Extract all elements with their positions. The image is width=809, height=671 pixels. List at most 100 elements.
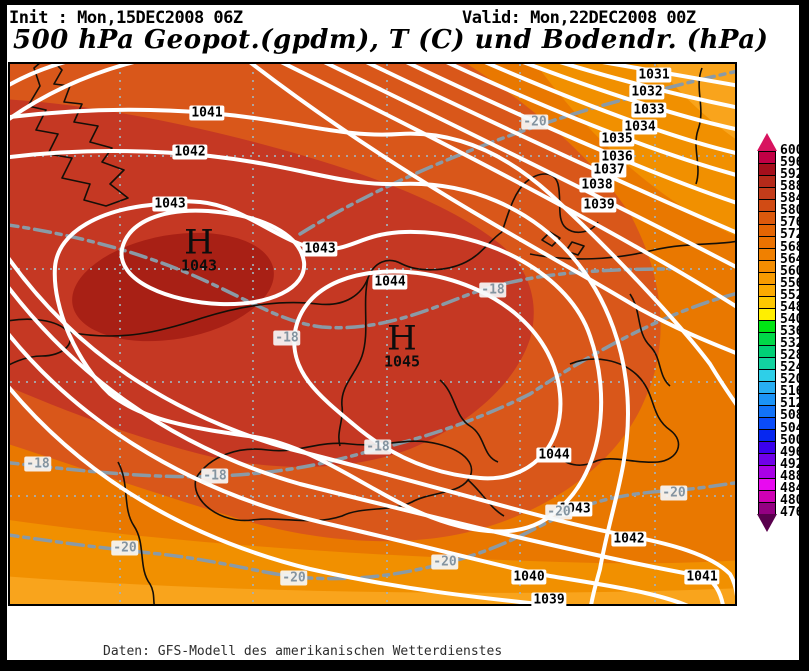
isobar-1038 xyxy=(323,64,735,269)
temperature-label: -20 xyxy=(660,485,688,501)
init-time-label: Init : Mon,15DEC2008 06Z xyxy=(9,8,243,28)
colorbar-tick-label: 508 xyxy=(780,408,804,424)
isobar-1039-nw-corner xyxy=(10,64,66,87)
pressure-label: 1043 xyxy=(302,241,338,257)
colorbar-cell xyxy=(759,454,775,467)
colorbar-cell xyxy=(759,236,775,249)
high-center-value: 1045 xyxy=(383,352,421,371)
isobar-1036 xyxy=(405,64,735,205)
temp-line-minus18-mid xyxy=(10,223,672,330)
colorbar-cell xyxy=(759,285,775,298)
pressure-label: 1044 xyxy=(536,447,572,463)
coast-jutland xyxy=(501,173,599,234)
colorbar-cell xyxy=(759,200,775,213)
isobar-1040-nw-corner xyxy=(10,64,135,121)
band-amber-bottom xyxy=(10,520,735,604)
colorbar-tick-label: 512 xyxy=(780,396,804,412)
colorbar-cell xyxy=(759,152,775,165)
colorbar-tick-label: 584 xyxy=(780,191,804,207)
temperature-label: -20 xyxy=(431,554,459,570)
colorbar-tick-label: 540 xyxy=(780,311,804,327)
map-panel: 1031 1032 1033 1034 1035 1036 1037 1038 1039 1041… xyxy=(8,62,737,608)
colorbar-tick-label: 572 xyxy=(780,227,804,243)
temperature-label: -18 xyxy=(24,456,52,472)
border-rhone xyxy=(117,461,155,604)
colorbar-tick-label: 556 xyxy=(780,275,804,291)
isobar-1040-south xyxy=(10,332,689,604)
border-rhine xyxy=(338,277,369,447)
border-east-2 xyxy=(629,293,671,387)
colorbar-tick-label: 548 xyxy=(780,299,804,315)
colorbar-tick-label: 516 xyxy=(780,384,804,400)
colorbar-tick-label: 568 xyxy=(780,239,804,255)
pressure-label: 1041 xyxy=(684,569,720,585)
high-center-letter: H xyxy=(184,222,214,263)
colorbar-cell xyxy=(759,381,775,394)
colorbar-tick-label: 564 xyxy=(780,251,804,267)
colorbar-cells xyxy=(758,151,776,515)
temperature-label: -20 xyxy=(521,114,549,130)
colorbar-tick-label: 588 xyxy=(780,179,804,195)
colorbar-tick-label: 480 xyxy=(780,492,804,508)
coast-danish-isle-2 xyxy=(565,241,585,256)
coast-danish-isle-1 xyxy=(541,231,561,247)
isobar-1037 xyxy=(365,64,735,235)
colorbar-tick-label: 520 xyxy=(780,372,804,388)
coast-channel-lowlands xyxy=(67,231,503,337)
colorbar-tick-label: 496 xyxy=(780,444,804,460)
attribution: Daten: GFS-Modell des amerikanischen Wet… xyxy=(103,608,503,660)
colorbar-tick-label: 532 xyxy=(780,336,804,352)
colorbar-tick-label: 528 xyxy=(780,348,804,364)
colorbar-cell xyxy=(759,272,775,286)
colorbar-tick-label: 492 xyxy=(780,456,804,472)
isobar-1041-north xyxy=(10,107,735,406)
colorbar-tick-label: 504 xyxy=(780,420,804,436)
temperature-label: -20 xyxy=(280,570,308,586)
colorbar-tick-label: 560 xyxy=(780,263,804,279)
colorbar-cell xyxy=(759,164,775,177)
colorbar-tick-label: 592 xyxy=(780,167,804,183)
high-center-value: 1043 xyxy=(180,256,218,275)
pressure-label: 1033 xyxy=(631,102,667,118)
colorbar-cell xyxy=(759,418,775,431)
pressure-label: 1044 xyxy=(372,274,408,290)
colorbar-tick-label: 524 xyxy=(780,360,804,376)
pressure-label: 1031 xyxy=(636,67,672,83)
coast-baltic xyxy=(529,240,735,260)
colorbar-cell xyxy=(759,309,775,322)
temp-line-minus20-south xyxy=(10,481,735,581)
pressure-label: 1040 xyxy=(511,569,547,585)
border-east-1 xyxy=(695,67,703,185)
attribution-source: Daten: GFS-Modell des amerikanischen Wet… xyxy=(103,644,503,659)
colorbar-cell xyxy=(759,188,775,201)
colorbar-tick-label: 536 xyxy=(780,324,804,339)
colorbar-cell xyxy=(759,176,775,189)
colorbar-cell xyxy=(759,260,775,273)
colorbar-arrow-top-icon xyxy=(757,133,777,151)
colorbar-tick-label: 580 xyxy=(780,203,804,219)
pressure-label: 1038 xyxy=(579,177,615,193)
pressure-label: 1043 xyxy=(152,196,188,212)
colorbar-cell xyxy=(759,393,775,406)
pressure-label: 1042 xyxy=(172,144,208,160)
isobar-1044-loop xyxy=(292,269,563,481)
high-pressure-center: H 1045 xyxy=(383,318,421,371)
pressure-label: 1039 xyxy=(581,197,617,213)
temperature-label: -18 xyxy=(479,282,507,298)
colorbar-tick-label: 484 xyxy=(780,480,804,496)
colorbar-tick-label: 488 xyxy=(780,468,804,484)
map-label-overlay: 1031 1032 1033 1034 1035 1036 1037 1038 1039 1041… xyxy=(10,64,735,608)
pressure-label: 1032 xyxy=(629,84,665,100)
colorbar-tick-label: 576 xyxy=(780,215,804,231)
pressure-label: 1042 xyxy=(611,531,647,547)
colorbar-cell xyxy=(759,321,775,334)
isobar-1043-inner-loop xyxy=(119,208,307,307)
colorbar-cell xyxy=(759,369,775,382)
colorbar-cell xyxy=(759,212,775,225)
high-center-letter: H xyxy=(387,318,417,359)
valid-time-label: Valid: Mon,22DEC2008 00Z xyxy=(462,8,696,28)
coast-brittany xyxy=(10,318,71,366)
colorbar-cell xyxy=(759,248,775,261)
colorbar-tick-label: 600 xyxy=(780,143,804,158)
